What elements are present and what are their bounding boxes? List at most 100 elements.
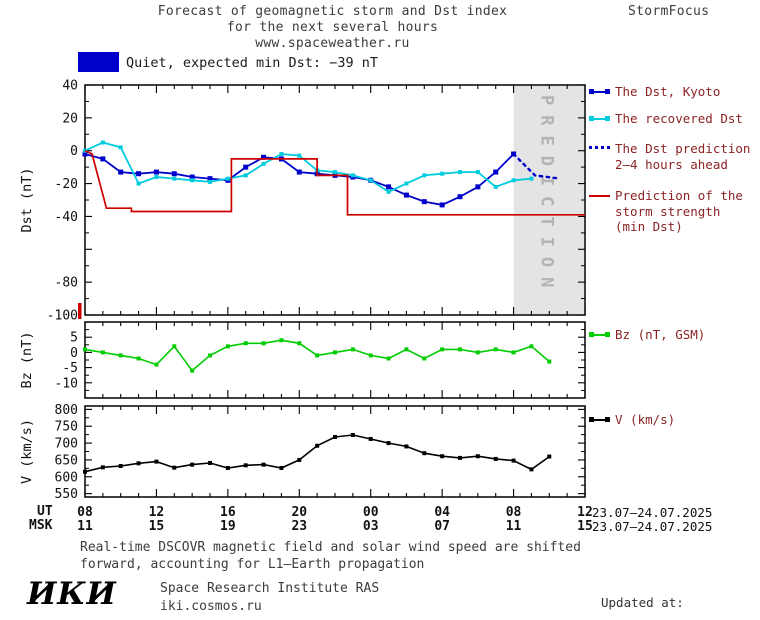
brand-stormfocus: StormFocus <box>628 4 710 19</box>
legend-label-line: The Dst prediction <box>615 141 751 156</box>
marker-bz <box>100 350 105 355</box>
marker-bz <box>547 359 552 364</box>
y-axis-title: Dst (nT) <box>19 167 35 232</box>
legend-label-bz: Bz (nT, GSM) <box>615 327 706 342</box>
legend-item-storm-strength: Prediction of the storm strength (min Ds… <box>589 188 743 235</box>
prediction-band <box>513 86 584 314</box>
msk-tick-label: 03 <box>363 519 379 534</box>
marker-bz <box>493 347 498 352</box>
marker-bz <box>136 356 141 361</box>
marker-recovered-dst <box>243 173 248 178</box>
swatch-part <box>589 89 594 94</box>
marker-dst-kyoto <box>475 184 481 190</box>
institute-site-url: iki.cosmos.ru <box>160 599 262 614</box>
legend-label-line: (min Dst) <box>615 219 683 234</box>
marker-recovered-dst <box>154 175 159 179</box>
swatch-part <box>589 146 610 149</box>
y-tick-label: 0 <box>70 144 78 159</box>
marker-recovered-dst <box>333 170 337 175</box>
swatch-part <box>589 419 610 421</box>
swatch-part <box>605 332 610 337</box>
marker-recovered-dst <box>440 171 445 176</box>
quiet-level-swatch <box>78 52 119 72</box>
swatch-part <box>605 116 610 121</box>
panel-frame <box>84 321 586 399</box>
msk-tick-label: 19 <box>220 519 236 534</box>
marker-dst-kyoto <box>421 199 427 205</box>
marker-bz <box>458 347 462 352</box>
marker-v <box>547 454 552 459</box>
marker-v <box>350 432 355 437</box>
marker-bz <box>190 368 195 373</box>
marker-v <box>172 465 177 470</box>
marker-v <box>190 462 195 467</box>
red-axis-mark <box>78 303 82 319</box>
y-tick-label: 650 <box>55 453 78 468</box>
series-v <box>84 434 550 473</box>
legend-item-v: V (km/s) <box>589 412 675 428</box>
marker-bz <box>154 362 159 367</box>
msk-date-range: 23.07–24.07.2025 <box>592 519 713 534</box>
marker-dst-kyoto <box>296 169 302 175</box>
legend-label-line: storm strength <box>615 203 721 219</box>
marker-dst-kyoto <box>207 176 213 182</box>
updated-label: Updated at: <box>601 595 684 610</box>
marker-v <box>154 459 159 464</box>
y-tick-label: 550 <box>55 487 78 502</box>
ut-tick-label: 08 <box>77 505 93 520</box>
legend-item-dst-kyoto: The Dst, Kyoto <box>589 84 720 100</box>
y-tick-label: -10 <box>55 376 78 391</box>
panel-frame <box>84 405 586 498</box>
marker-recovered-dst <box>529 176 534 181</box>
plot-legend: The Dst, Kyoto The recovered Dst The Dst… <box>589 0 760 460</box>
marker-recovered-dst <box>386 189 391 194</box>
marker-bz <box>261 341 266 346</box>
marker-dst-kyoto <box>261 154 267 160</box>
ut-tick-label: 12 <box>577 505 593 520</box>
ut-tick-label: 12 <box>149 505 165 520</box>
marker-bz <box>386 356 391 361</box>
marker-bz <box>350 347 355 352</box>
marker-dst-kyoto <box>136 171 142 177</box>
marker-v <box>404 444 409 449</box>
legend-item-dst-prediction: The Dst prediction 2–4 hours ahead <box>589 141 750 172</box>
y-tick-label: -80 <box>55 276 78 291</box>
marker-dst-kyoto <box>439 202 445 208</box>
marker-v <box>493 456 498 461</box>
swatch-part <box>589 91 610 93</box>
marker-dst-kyoto <box>118 169 124 175</box>
swatch-part <box>605 89 610 94</box>
msk-tick-label: 23 <box>291 519 307 534</box>
marker-recovered-dst <box>136 181 141 186</box>
legend-label-line: 2–4 hours ahead <box>615 156 728 172</box>
title-line-2: for the next several hours <box>226 20 439 35</box>
marker-dst-kyoto <box>386 184 392 190</box>
msk-tick-label: 15 <box>149 519 165 534</box>
series-recovered-dst <box>84 141 532 193</box>
marker-bz <box>511 350 516 355</box>
marker-v <box>297 457 302 462</box>
marker-v <box>261 462 266 467</box>
marker-v <box>83 469 87 474</box>
iki-logo: ИКИ <box>27 576 117 612</box>
marker-recovered-dst <box>511 178 516 183</box>
marker-recovered-dst <box>225 176 230 181</box>
marker-bz <box>279 338 284 343</box>
marker-bz <box>422 356 427 361</box>
y-tick-label: 40 <box>62 79 78 94</box>
legend-item-recovered-dst: The recovered Dst <box>589 111 743 127</box>
swatch-part <box>605 417 610 422</box>
marker-recovered-dst <box>368 178 373 183</box>
legend-label-dst-prediction: The Dst prediction 2–4 hours ahead <box>615 141 750 172</box>
marker-v <box>100 465 105 470</box>
marker-bz <box>83 347 87 352</box>
y-axis-title: V (km/s) <box>19 419 35 484</box>
panel-frame <box>84 84 586 316</box>
marker-recovered-dst <box>422 173 427 178</box>
ut-tick-label: 16 <box>220 505 236 520</box>
marker-v <box>243 463 248 468</box>
marker-recovered-dst <box>475 170 480 175</box>
y-axis-title: Bz (nT) <box>19 332 35 389</box>
marker-v <box>386 441 391 446</box>
legend-label-dst-kyoto: The Dst, Kyoto <box>615 84 721 99</box>
